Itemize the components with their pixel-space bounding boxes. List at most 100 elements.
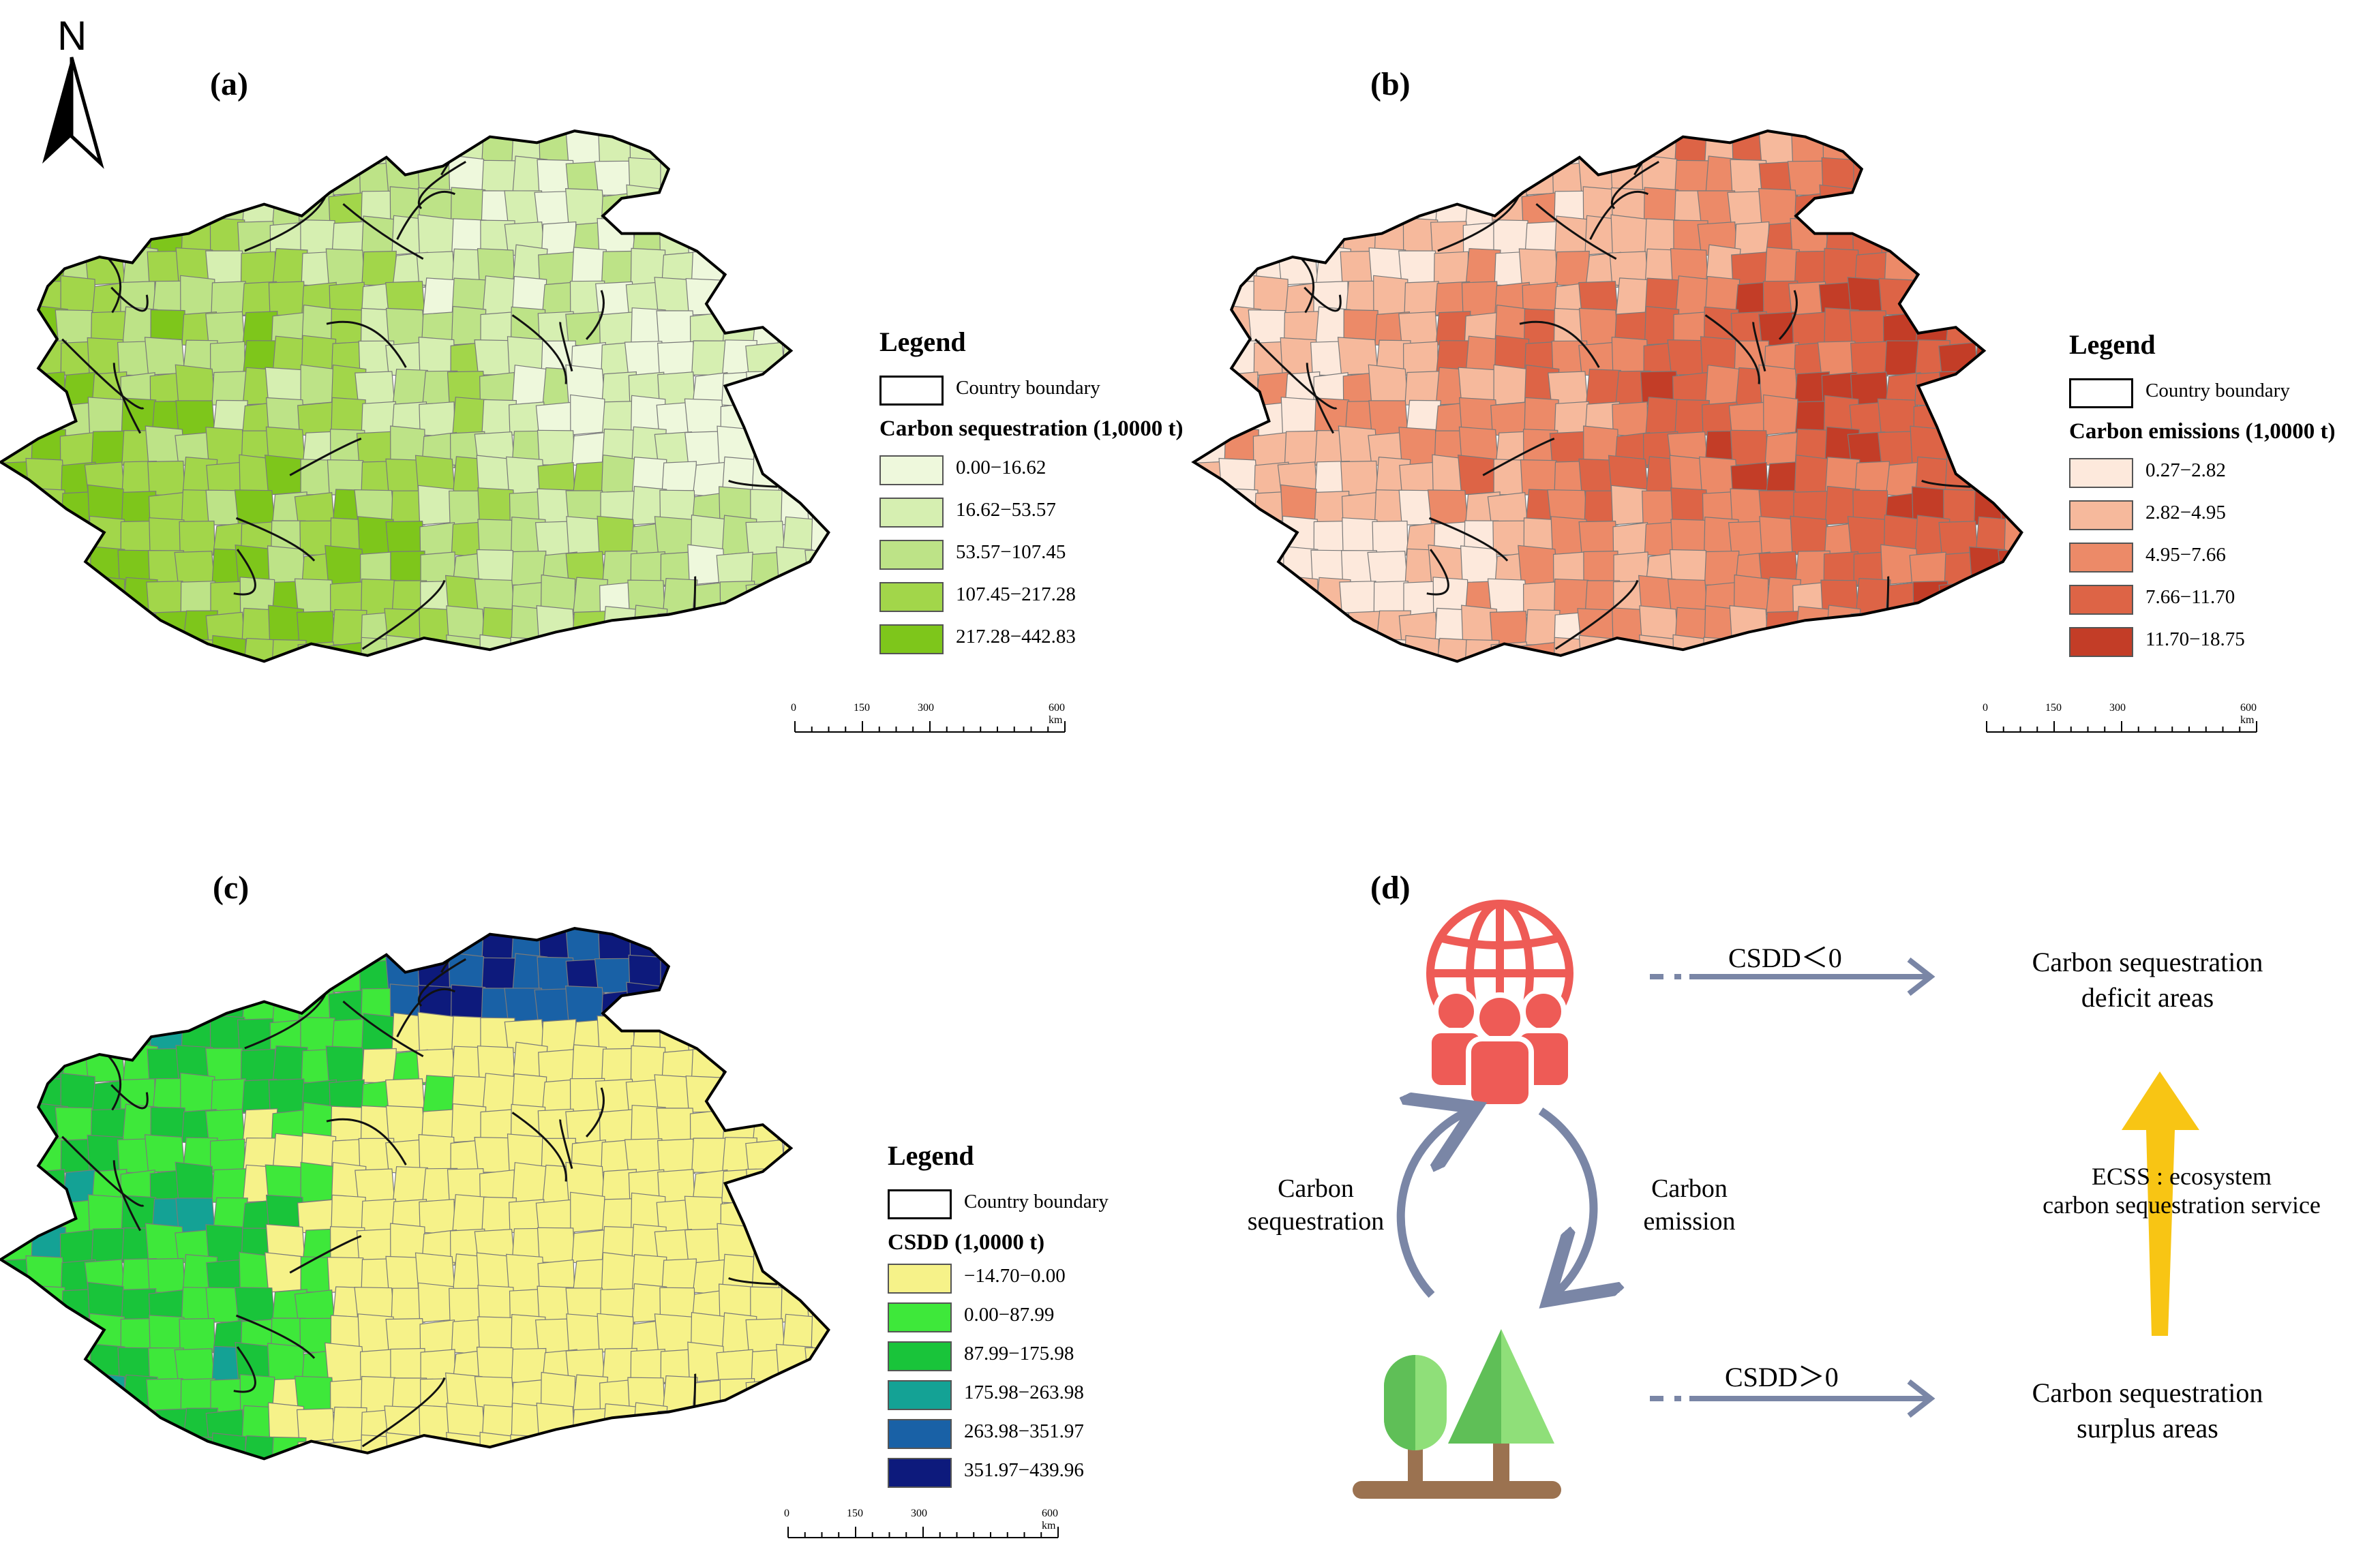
district-polygon <box>1554 250 1590 286</box>
district-polygon <box>1343 131 1379 136</box>
district-polygon <box>25 1016 65 1053</box>
district-polygon <box>117 131 155 137</box>
district-polygon <box>1968 275 2008 316</box>
district-polygon <box>2036 132 2071 166</box>
district-polygon <box>418 1133 455 1173</box>
district-polygon <box>841 491 875 525</box>
district-polygon <box>837 186 875 225</box>
district-polygon <box>1219 609 1259 645</box>
district-polygon <box>662 1467 696 1503</box>
district-polygon <box>1278 159 1319 196</box>
district-polygon <box>841 1434 875 1472</box>
district-polygon <box>1790 638 1828 662</box>
district-polygon <box>206 667 245 705</box>
district-polygon <box>1764 247 1800 286</box>
district-polygon <box>1672 634 1708 662</box>
district-polygon <box>2002 277 2022 316</box>
district-polygon <box>842 1343 877 1382</box>
district-polygon <box>1429 131 1468 136</box>
ecss-upward-arrow <box>2122 1071 2199 1336</box>
legend-swatch <box>888 1264 952 1294</box>
district-polygon <box>720 132 755 168</box>
district-polygon <box>1518 248 1558 286</box>
district-polygon <box>1704 365 1741 406</box>
map-carbon-sequestration <box>0 129 875 708</box>
district-polygon <box>1310 131 1349 137</box>
district-polygon <box>1 952 5 993</box>
district-polygon <box>2 671 37 705</box>
district-polygon <box>1 1378 35 1415</box>
district-polygon <box>834 371 875 406</box>
district-polygon <box>1 1346 35 1383</box>
district-polygon <box>58 190 95 226</box>
district-polygon <box>1218 244 1259 286</box>
district-polygon <box>812 1463 847 1502</box>
legend-class-label: 0.27−2.82 <box>2145 459 2226 481</box>
district-polygon <box>1944 131 1980 137</box>
district-polygon <box>1194 161 1229 197</box>
district-polygon <box>1194 275 1199 316</box>
district-polygon <box>298 673 335 708</box>
district-polygon <box>511 365 547 406</box>
district-polygon <box>749 1047 785 1083</box>
district-polygon <box>85 956 125 993</box>
district-polygon <box>2035 306 2070 345</box>
district-polygon <box>328 1467 365 1502</box>
district-polygon <box>91 928 127 933</box>
county-boundary <box>818 483 829 507</box>
district-polygon <box>390 1347 425 1384</box>
district-polygon <box>722 1078 758 1114</box>
district-polygon <box>633 1462 668 1502</box>
district-polygon <box>1286 669 1321 705</box>
district-polygon <box>91 131 127 136</box>
surplus-line-1: Carbon sequestration <box>2032 1377 2263 1408</box>
county-boundary <box>112 363 142 434</box>
district-polygon <box>25 218 65 256</box>
county-boundary <box>233 549 256 596</box>
district-polygon <box>85 159 125 196</box>
district-polygon <box>0 1468 5 1502</box>
district-polygon <box>1222 132 1259 168</box>
district-polygon <box>1307 640 1349 662</box>
district-polygon <box>1405 160 1441 196</box>
district-polygon <box>205 928 245 963</box>
district-polygon <box>239 954 275 993</box>
county-boundary <box>396 988 456 1037</box>
county-boundary <box>233 1346 256 1393</box>
district-polygon <box>265 671 305 706</box>
carbon-sequestration-label: Carbon sequestration <box>1227 1172 1404 1238</box>
district-polygon <box>0 671 5 705</box>
district-polygon <box>236 131 275 136</box>
district-polygon <box>841 637 875 675</box>
district-polygon <box>657 928 695 934</box>
district-polygon <box>391 131 426 166</box>
district-polygon <box>25 671 65 705</box>
district-polygon <box>1282 611 1319 648</box>
district-polygon <box>1523 131 1559 136</box>
district-polygon <box>686 222 725 258</box>
district-polygon <box>361 250 397 286</box>
district-polygon <box>722 305 758 346</box>
legend-swatch <box>888 1380 952 1410</box>
boundary-swatch <box>2069 378 2133 408</box>
district-polygon <box>1583 550 1618 586</box>
district-polygon <box>657 1408 695 1445</box>
boundary-label: Country boundary <box>964 1191 1109 1212</box>
district-polygon <box>1368 189 1409 226</box>
district-polygon <box>481 131 517 136</box>
district-polygon <box>687 928 725 935</box>
legend-class-label: 2.82−4.95 <box>2145 502 2226 523</box>
district-polygon <box>632 605 668 645</box>
district-polygon <box>209 1138 245 1174</box>
district-polygon <box>1 131 35 166</box>
district-polygon <box>691 340 727 376</box>
district-polygon <box>175 1161 215 1203</box>
district-polygon <box>838 1462 875 1502</box>
district-polygon <box>1194 131 1199 136</box>
district-polygon <box>151 132 187 168</box>
district-polygon <box>2035 98 2069 135</box>
north-arrow: N <box>34 12 109 169</box>
district-polygon <box>509 928 545 933</box>
district-polygon <box>811 929 829 966</box>
district-polygon <box>1368 364 1409 406</box>
